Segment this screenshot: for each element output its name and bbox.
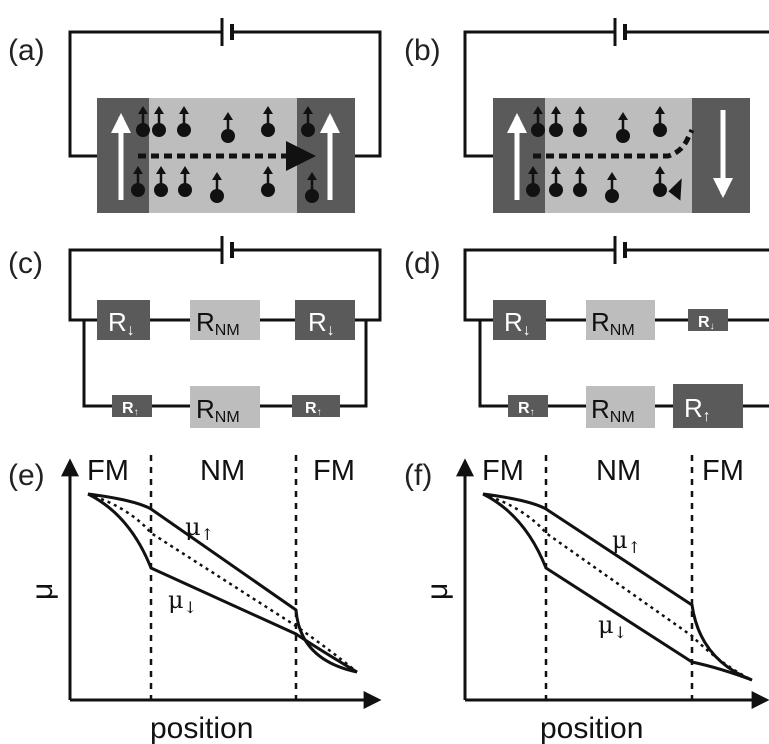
svg-text:RNM: RNM: [196, 394, 240, 426]
panel-f-region-fm-right: FM: [702, 455, 744, 487]
panel-c-resistor-top-3-main: R: [308, 307, 327, 337]
panel-c-wire-right-branch: [340, 320, 368, 408]
panel-f-y-label: μ: [421, 583, 454, 600]
panel-c-battery-icon: [220, 236, 234, 264]
panel-f-region-fm-left: FM: [482, 455, 524, 487]
svg-text:R↑: R↑: [305, 400, 322, 418]
svg-text:R↓: R↓: [504, 307, 531, 339]
panel-d: (d) R↓ RNM R↓ R↑ RNM: [404, 236, 769, 428]
panel-e-y-label: μ: [26, 583, 59, 600]
panel-f-mu-down-label: μ↓: [598, 611, 627, 642]
panel-f-mu-up-label: μ↑: [612, 526, 641, 557]
panel-d-resistor-top-3-sub: ↓: [710, 321, 715, 332]
panel-d-resistor-bottom-3-sub: ↑: [703, 408, 711, 425]
panel-d-resistor-bottom-1-sub: ↑: [530, 407, 535, 418]
svg-text:R↓: R↓: [308, 307, 335, 339]
panel-a-wire-left: [68, 30, 222, 158]
panel-c-resistor-top-3-sub: ↓: [327, 322, 335, 339]
panel-d-resistor-top-3: R↓: [688, 309, 728, 332]
panel-d-resistor-bottom-1-main: R: [518, 400, 530, 417]
panel-d-resistor-bottom-2-sub: NM: [610, 409, 635, 426]
panel-f-region-nm: NM: [596, 455, 641, 487]
panel-c-resistor-bottom-3: R↑: [292, 395, 340, 418]
panel-c-resistor-bottom-2: RNM: [190, 386, 260, 428]
panel-c-resistor-top-1: R↓: [97, 300, 150, 340]
panel-b-label: (b): [404, 34, 441, 67]
panel-c-resistor-bottom-3-main: R: [305, 400, 317, 417]
panel-d-resistor-top-2-main: R: [591, 307, 610, 337]
panel-c-resistor-bottom-1-main: R: [122, 400, 134, 417]
panel-e-mu-up-curve: [87, 492, 358, 674]
svg-text:R↑: R↑: [684, 393, 711, 425]
panel-d-resistor-top-3-main: R: [698, 314, 710, 331]
panel-c: (c) R↓ RNM R↓ R↑: [8, 236, 382, 428]
panel-d-resistor-bottom-2: RNM: [586, 386, 655, 428]
panel-e-x-label: position: [150, 712, 253, 744]
svg-text:RNM: RNM: [591, 307, 635, 339]
panel-d-resistor-bottom-3: R↑: [673, 384, 743, 428]
panel-e-region-nm: NM: [200, 455, 245, 487]
svg-text:R↑: R↑: [518, 400, 535, 418]
panel-c-resistor-bottom-1: R↑: [112, 395, 152, 418]
panel-e: (e) FM NM FM position μ μ↑ μ↓: [8, 455, 382, 744]
panel-a-wire-right: [232, 30, 382, 158]
panel-d-resistor-top-1-main: R: [504, 307, 523, 337]
panel-d-label: (d): [404, 247, 441, 280]
panel-d-resistor-top-1: R↓: [493, 300, 546, 340]
panel-d-battery-icon: [613, 236, 627, 264]
svg-text:R↑: R↑: [122, 400, 139, 418]
panel-e-mu-down-label: μ↓: [168, 586, 197, 617]
panel-e-mu-up-label: μ↑: [185, 513, 214, 544]
panel-d-resistor-top-1-sub: ↓: [523, 322, 531, 339]
panel-b-current-line: [533, 128, 695, 159]
panel-b-reflected-arrowhead-icon: [668, 178, 682, 201]
panel-d-wire-left-branch: [478, 320, 508, 408]
panel-c-resistor-bottom-2-sub: NM: [215, 409, 240, 426]
panel-b-spin-up-electrons-icon: [526, 106, 667, 203]
panel-f: (f) FM NM FM position μ μ↑ μ↓: [404, 455, 769, 744]
panel-c-resistor-top-3: R↓: [295, 300, 355, 340]
panel-c-resistor-bottom-2-main: R: [196, 394, 215, 424]
svg-text:RNM: RNM: [196, 307, 240, 339]
panel-c-wire-left-branch: [82, 320, 112, 408]
panel-b-wire-left: [463, 30, 615, 158]
panel-e-mu-average-curve: [87, 492, 358, 673]
svg-text:R↓: R↓: [698, 314, 715, 332]
panel-c-resistor-top-2-sub: NM: [215, 322, 240, 339]
svg-text:R↓: R↓: [108, 307, 135, 339]
panel-c-label: (c): [8, 247, 43, 280]
panel-e-region-fm-right: FM: [313, 455, 355, 487]
svg-text:RNM: RNM: [591, 394, 635, 426]
panel-e-mu-down-curve: [87, 492, 358, 674]
panel-a-battery-icon: [220, 18, 234, 46]
panel-d-resistor-top-2: RNM: [586, 300, 655, 340]
panel-d-resistor-top-2-sub: NM: [610, 322, 635, 339]
panel-e-region-fm-left: FM: [87, 455, 129, 487]
panel-f-label: (f): [404, 459, 432, 492]
panel-f-mu-up-curve: [482, 492, 753, 682]
panel-c-resistor-top-1-sub: ↓: [127, 322, 135, 339]
panel-c-resistor-bottom-3-sub: ↑: [317, 407, 322, 418]
panel-a: (a): [8, 18, 382, 213]
panel-b-battery-icon: [613, 18, 627, 46]
panel-c-resistor-top-2-main: R: [196, 307, 215, 337]
panel-c-resistor-bottom-1-sub: ↑: [134, 407, 139, 418]
panel-d-resistor-bottom-3-main: R: [684, 393, 703, 423]
panel-e-label: (e): [8, 459, 45, 492]
panel-f-mu-down-curve: [482, 492, 753, 682]
panel-f-x-label: position: [540, 712, 643, 744]
panel-a-spin-up-electrons-icon: [131, 106, 319, 203]
panel-b: (b): [404, 18, 769, 213]
panel-c-resistor-top-2: RNM: [190, 300, 260, 340]
panel-c-resistor-top-1-main: R: [108, 307, 127, 337]
panel-d-resistor-bottom-2-main: R: [591, 394, 610, 424]
panel-a-label: (a): [8, 34, 45, 67]
panel-d-resistor-bottom-1: R↑: [508, 395, 548, 418]
